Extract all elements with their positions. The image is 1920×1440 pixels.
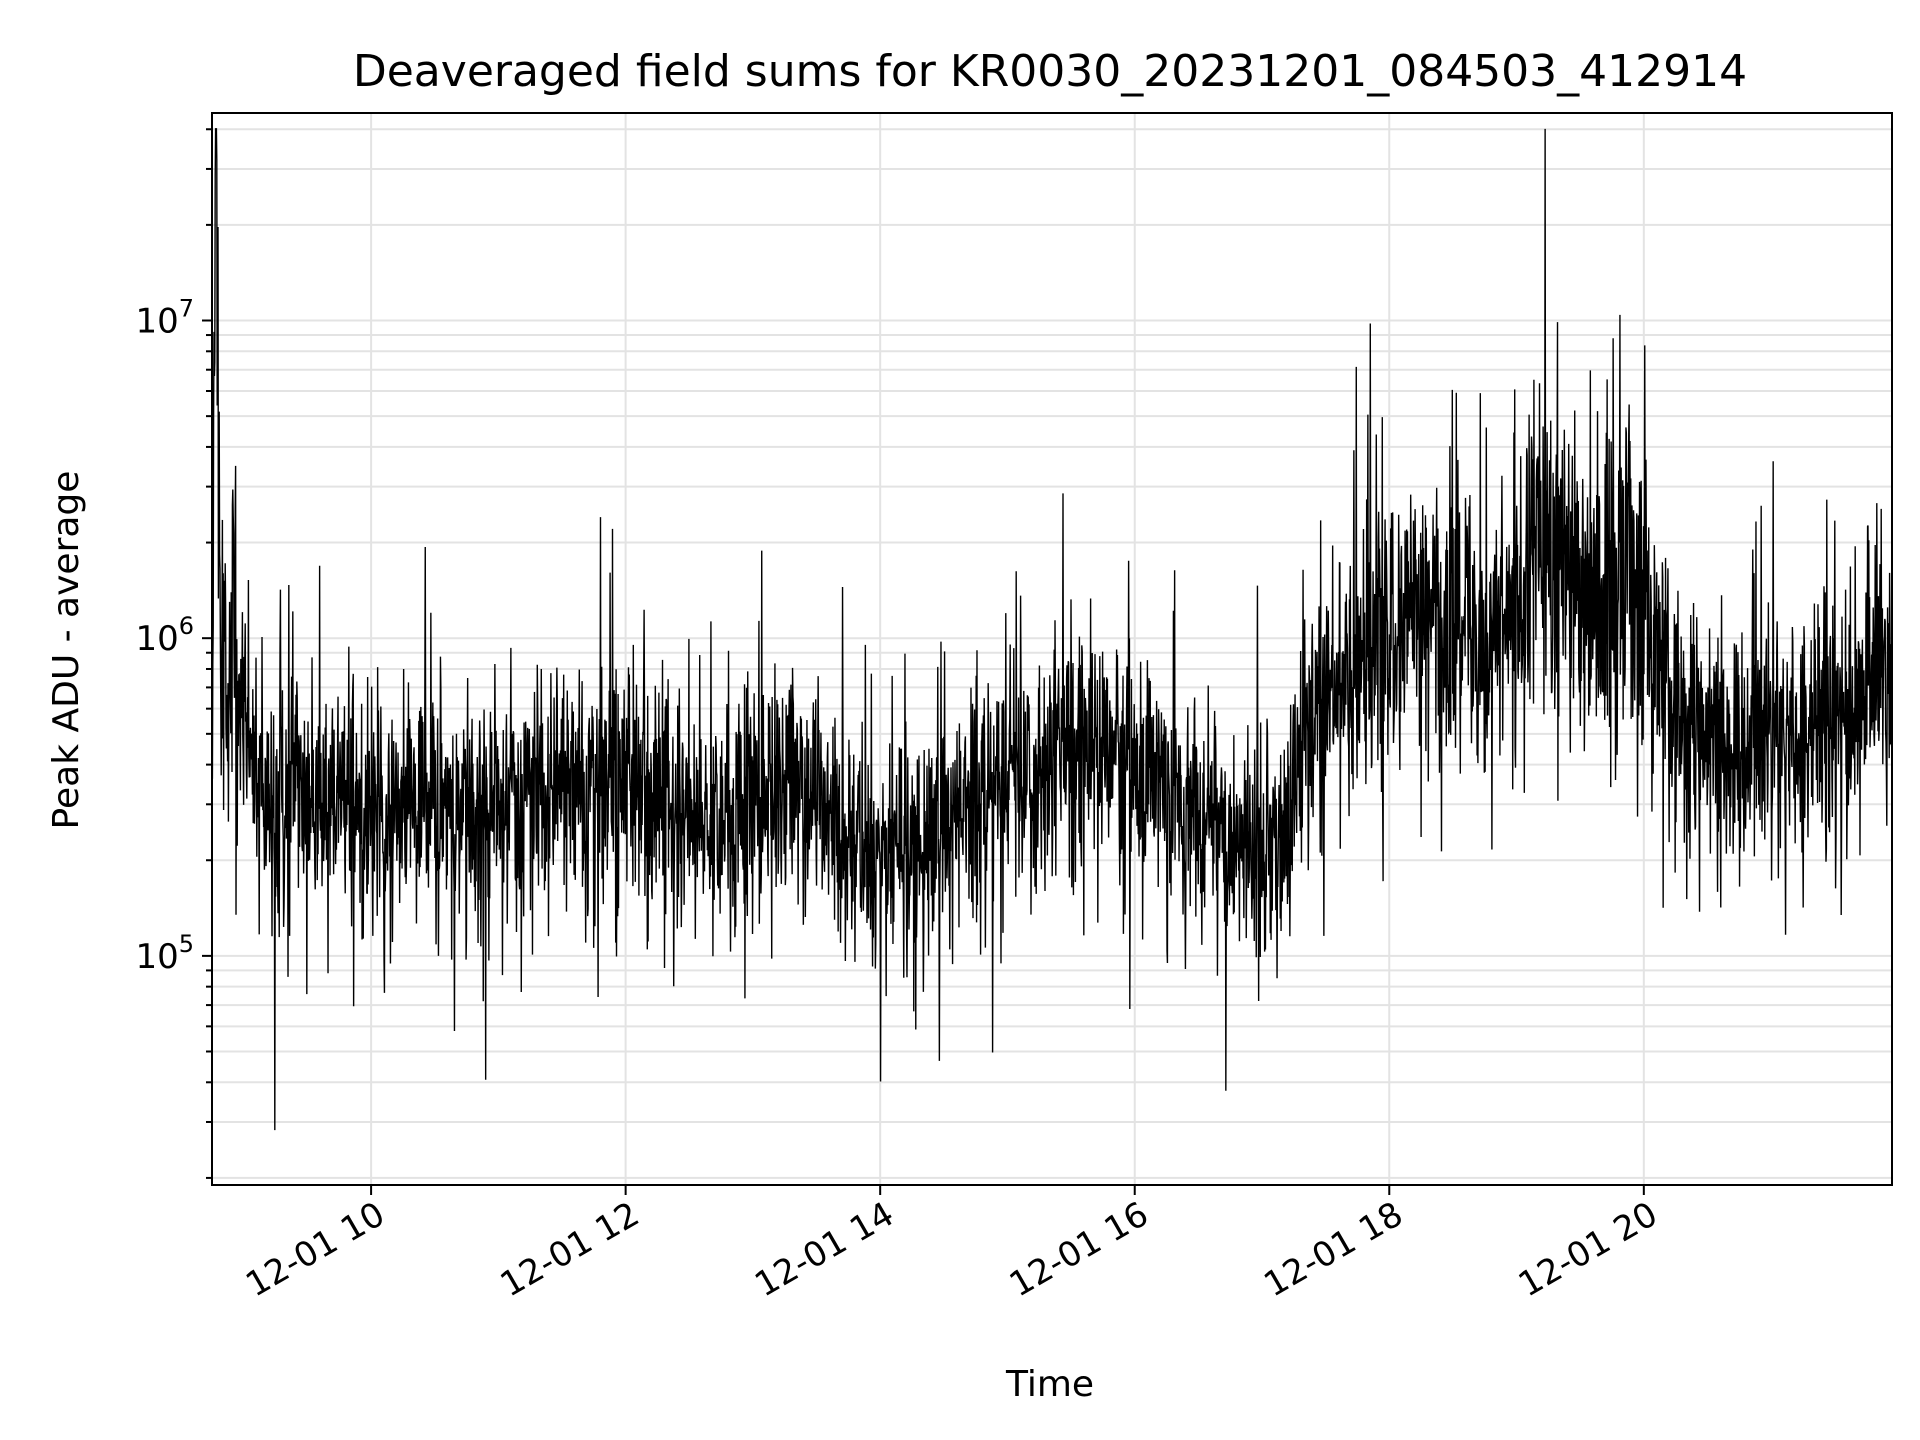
y-tick-label: 106 [135,612,194,659]
series-line [211,128,1893,1131]
y-tick-label: 105 [135,930,194,977]
x-tick-label: 12-01 12 [494,1194,646,1305]
y-tick-base: 10 [135,302,178,342]
y-tick-base: 10 [135,937,178,977]
x-tick-label: 12-01 14 [748,1194,900,1305]
y-axis-label: Peak ADU - average [46,471,87,830]
y-tick-exponent: 7 [179,295,194,323]
x-axis-ticks: 12-01 10 12-01 12 12-01 14 12-01 16 12-01 18… [239,1185,1664,1305]
x-tick-label: 12-01 20 [1512,1194,1664,1305]
y-tick-exponent: 5 [179,930,194,958]
x-tick-label: 12-01 18 [1257,1194,1409,1305]
x-axis-label: Time [1005,1364,1094,1405]
series-layer [211,128,1893,1131]
chart-title: Deaveraged field sums for KR0030_2023120… [353,46,1747,97]
y-tick-exponent: 6 [179,612,194,640]
x-tick-label: 12-01 10 [239,1194,391,1305]
x-tick-label: 12-01 16 [1003,1194,1155,1305]
y-tick-label: 107 [135,295,194,342]
plot-frame [211,112,1893,1186]
y-tick-base: 10 [135,619,178,659]
